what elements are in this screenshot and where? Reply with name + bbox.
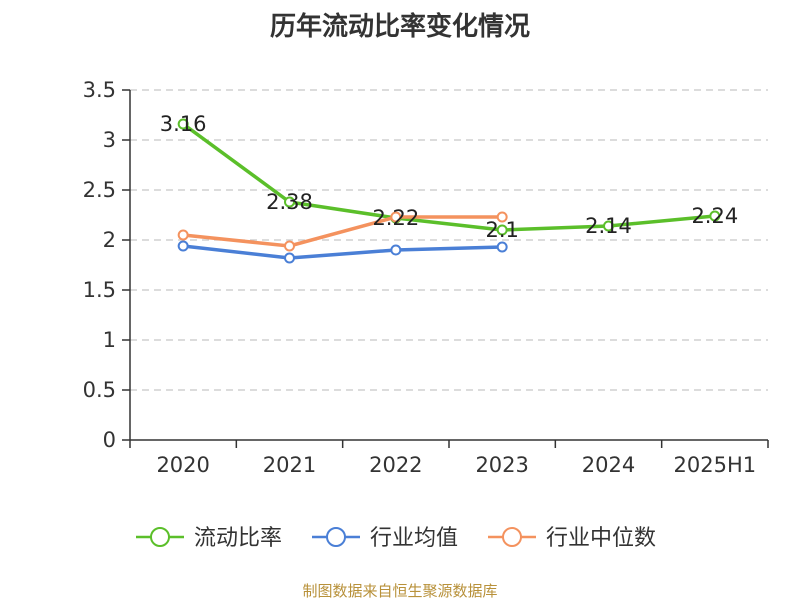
data-label: 2.24	[691, 204, 738, 228]
y-tick-label: 1.5	[83, 278, 116, 302]
series-line-2	[182, 244, 503, 260]
data-label: 2.14	[585, 214, 632, 238]
data-labels: 3.16 2.38 2.22 2.1 2.14 2.24	[160, 112, 738, 242]
axes: 0 0.5 1 1.5 2 2.5 3 3.5 2020 2021 2022 2023 2024 2025…	[83, 78, 769, 477]
x-tick-label: 2025H1	[674, 453, 757, 477]
source-note: 制图数据来自恒生聚源数据库	[302, 582, 498, 600]
x-tick-label: 2023	[475, 453, 528, 477]
data-label: 3.16	[160, 112, 207, 136]
legend-marker	[326, 527, 346, 547]
legend-label: 行业中位数	[546, 526, 656, 551]
legend-label: 流动比率	[194, 526, 282, 551]
series-line-3	[182, 215, 503, 248]
data-point	[390, 244, 402, 256]
data-point	[603, 220, 614, 232]
y-tick-label: 3.5	[83, 78, 116, 102]
data-point	[709, 210, 721, 222]
data-point	[177, 240, 189, 252]
x-tick-label: 2024	[582, 453, 635, 477]
chart-title: 历年流动比率变化情况	[269, 12, 530, 42]
y-tick-label: 0.5	[83, 378, 116, 402]
y-tick-label: 3	[103, 128, 116, 152]
data-point	[284, 252, 295, 264]
data-point	[284, 196, 295, 208]
legend-marker	[502, 527, 522, 547]
x-tick-label: 2021	[263, 453, 316, 477]
y-tick-label: 0	[103, 428, 116, 452]
y-tick-label: 2.5	[83, 178, 116, 202]
data-point	[177, 229, 189, 241]
y-tick-label: 2	[103, 228, 116, 252]
data-label: 2.1	[485, 218, 518, 242]
series-line-1	[182, 122, 715, 232]
data-label: 2.22	[372, 206, 419, 230]
legend: 流动比率 行业均值 行业中位数	[136, 526, 656, 551]
data-point	[496, 241, 508, 253]
x-tick-label: 2020	[156, 453, 209, 477]
data-point	[390, 211, 402, 223]
data-label: 2.38	[266, 190, 313, 214]
grid-lines	[130, 89, 768, 391]
data-point	[496, 224, 508, 236]
x-tick-label: 2022	[369, 453, 422, 477]
data-point	[496, 211, 508, 223]
legend-item-3: 行业中位数	[488, 526, 656, 551]
legend-label: 行业均值	[370, 526, 458, 551]
y-tick-label: 1	[103, 328, 116, 352]
data-point	[177, 118, 189, 130]
legend-marker	[150, 527, 170, 547]
legend-item-1: 流动比率	[136, 526, 282, 551]
series-lines	[177, 118, 721, 264]
data-point	[284, 240, 295, 252]
legend-item-2: 行业均值	[312, 526, 458, 551]
